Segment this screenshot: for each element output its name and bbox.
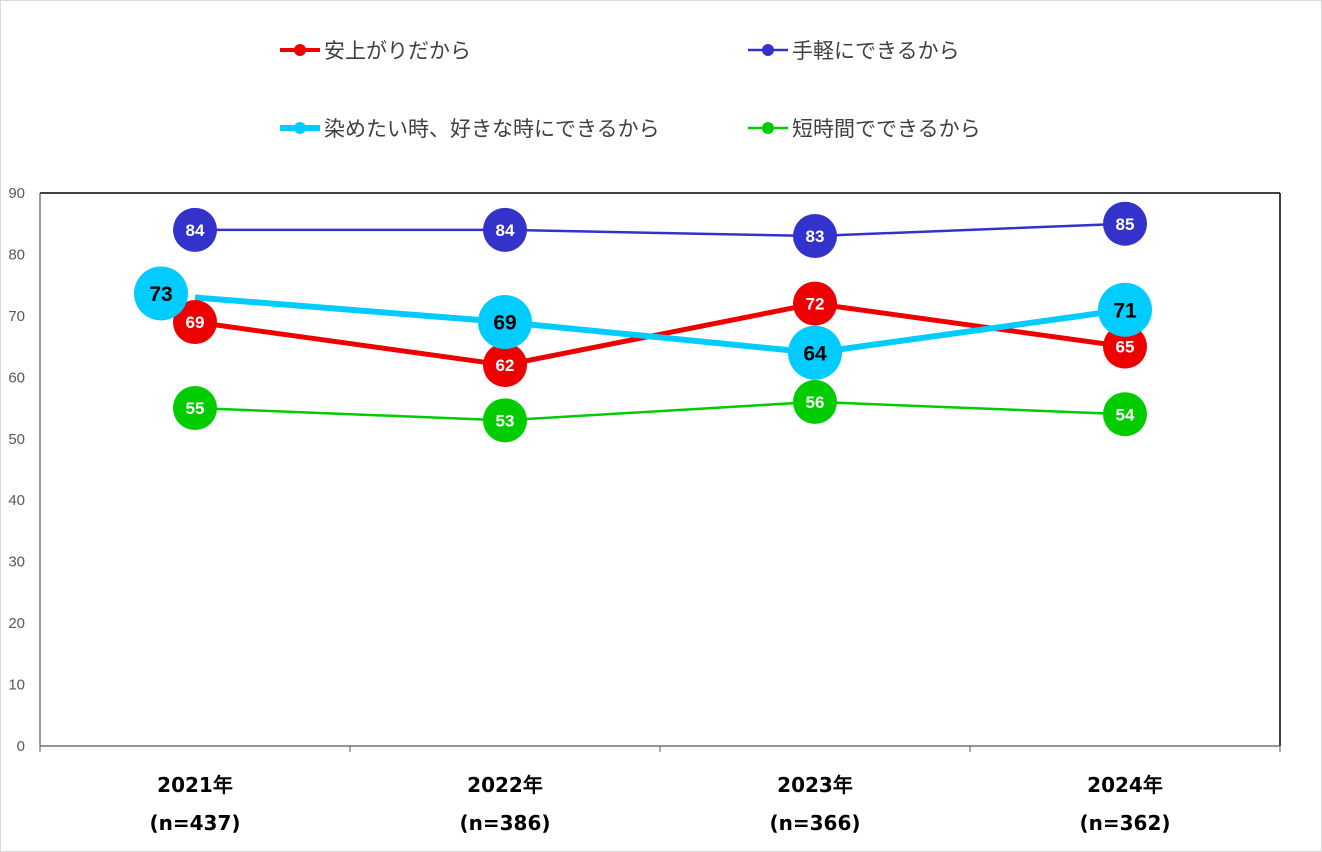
x-category-sublabel: (n=366) [769, 811, 860, 835]
data-label-cheap: 65 [1116, 338, 1135, 357]
data-label-easy: 84 [186, 221, 205, 240]
data-point-easy [793, 214, 837, 259]
data-label-quick: 55 [186, 399, 205, 418]
legend-marker-quick [762, 122, 774, 134]
plot-area [40, 192, 1281, 746]
y-tick-label: 50 [8, 431, 25, 448]
y-tick-label: 40 [8, 492, 25, 509]
series-markers: 84 84 83 85 55 53 56 54 69 62 72 65 73 69 64 71 [134, 201, 1152, 443]
data-point-easy [1103, 201, 1147, 246]
legend-item-easy: 手軽にできるから [746, 35, 960, 65]
data-label-cheap: 72 [806, 295, 825, 314]
y-tick-label: 70 [8, 308, 25, 325]
x-axis: 2021年 (n=437) 2022年 (n=386) 2023年 (n=366) 2024… [39, 745, 1281, 835]
data-label-easy: 85 [1116, 215, 1135, 234]
legend-swatch-cheap [280, 44, 320, 56]
legend-item-cheap: 安上がりだから [278, 35, 471, 65]
y-tick-label: 90 [8, 185, 25, 202]
data-label-anytime: 64 [803, 342, 827, 365]
series-line-quick [194, 400, 1126, 422]
x-category-label: 2021年 [157, 773, 233, 797]
data-point-easy [173, 207, 217, 252]
y-tick-label: 10 [8, 677, 25, 694]
data-point-easy [483, 207, 527, 252]
y-tick-label: 80 [8, 246, 25, 263]
legend-label-cheap: 安上がりだから [324, 39, 471, 63]
data-point-anytime [134, 266, 188, 321]
data-point-quick [483, 398, 527, 443]
x-category-label: 2022年 [467, 773, 543, 797]
data-point-anytime [1098, 282, 1152, 337]
data-label-easy: 83 [806, 227, 825, 246]
data-label-anytime: 71 [1113, 299, 1137, 322]
data-point-cheap [793, 281, 837, 326]
x-category-label: 2023年 [777, 773, 853, 797]
legend-item-quick: 短時間でできるから [746, 113, 981, 143]
y-tick-label: 30 [8, 554, 25, 571]
y-axis: 0 10 20 30 40 50 60 70 80 90 [8, 185, 41, 755]
y-tick-label: 60 [8, 369, 25, 386]
data-point-quick [173, 386, 217, 431]
legend-swatch-anytime [280, 122, 320, 134]
x-category-sublabel: (n=362) [1079, 811, 1170, 835]
data-label-quick: 56 [806, 393, 825, 412]
data-label-anytime: 69 [493, 312, 516, 335]
legend-marker-anytime [294, 122, 306, 134]
data-point-cheap [173, 300, 217, 345]
legend-item-anytime: 染めたい時、好きな時にできるから [278, 113, 660, 143]
x-category-label: 2024年 [1087, 773, 1163, 797]
data-point-cheap [483, 343, 527, 388]
data-label-cheap: 69 [186, 313, 205, 332]
data-point-cheap [1103, 324, 1147, 369]
series-line-easy [195, 222, 1126, 238]
legend-label-easy: 手軽にできるから [792, 39, 960, 63]
legend-swatch-quick [748, 122, 788, 134]
data-point-anytime [478, 295, 532, 350]
x-category-sublabel: (n=386) [459, 811, 550, 835]
x-category-sublabel: (n=437) [149, 811, 240, 835]
data-label-easy: 84 [496, 221, 515, 240]
legend-label-anytime: 染めたい時、好きな時にできるから [324, 117, 660, 141]
data-point-anytime [788, 325, 842, 380]
legend-marker-easy [762, 44, 774, 56]
data-label-quick: 54 [1116, 405, 1135, 424]
y-tick-label: 20 [8, 615, 25, 632]
y-tick-label: 0 [17, 738, 25, 755]
series-line-cheap [194, 301, 1126, 368]
series-lines [194, 222, 1126, 422]
data-label-anytime: 73 [149, 283, 172, 306]
data-label-quick: 53 [496, 411, 515, 430]
legend-marker-cheap [294, 44, 306, 56]
series-line-anytime [194, 294, 1126, 356]
data-point-quick [793, 379, 837, 424]
legend-swatch-easy [748, 44, 788, 56]
data-point-quick [1103, 392, 1147, 437]
legend-label-quick: 短時間でできるから [792, 117, 981, 141]
data-label-cheap: 62 [496, 356, 515, 375]
